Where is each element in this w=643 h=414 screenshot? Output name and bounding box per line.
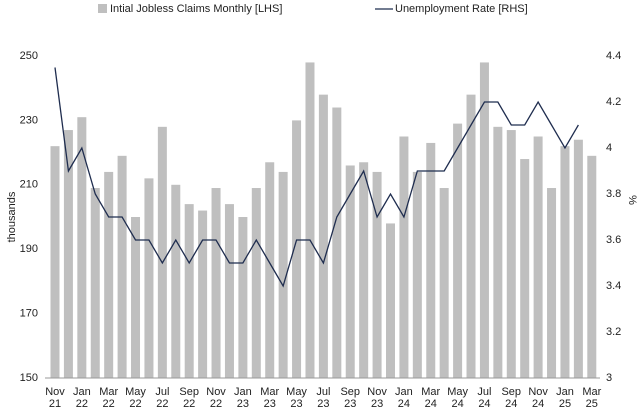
bar bbox=[238, 217, 248, 378]
y2-tick-label: 3.2 bbox=[606, 326, 621, 338]
x-tick-label: Jan 25 bbox=[556, 386, 574, 410]
bar bbox=[278, 171, 288, 378]
bar bbox=[157, 126, 167, 378]
bar bbox=[211, 188, 221, 378]
y2-tick-label: 3.4 bbox=[606, 280, 621, 292]
x-tick-label: Jul 22 bbox=[155, 386, 170, 410]
x-tick-label: Nov 23 bbox=[367, 386, 387, 410]
bar bbox=[479, 62, 489, 378]
y-tick-label: 230 bbox=[20, 114, 38, 126]
x-tick-label: May 23 bbox=[286, 386, 307, 410]
x-tick-label: Sep 23 bbox=[340, 386, 361, 410]
y-tick-label: 210 bbox=[20, 179, 38, 191]
legend-label: Intial Jobless Claims Monthly [LHS] bbox=[110, 3, 282, 15]
bar bbox=[466, 94, 476, 378]
y-tick-label: 150 bbox=[20, 372, 38, 384]
bar bbox=[520, 159, 530, 378]
x-tick-label: Mar 25 bbox=[582, 386, 602, 410]
y2-tick-label: 3 bbox=[606, 372, 612, 384]
bar bbox=[587, 155, 597, 378]
bar bbox=[104, 171, 114, 378]
bar bbox=[251, 188, 261, 378]
y-axis-label: thousands bbox=[6, 191, 18, 242]
bar bbox=[318, 94, 328, 378]
bar bbox=[77, 117, 87, 379]
x-tick-label: Jan 22 bbox=[72, 386, 91, 410]
y2-tick-label: 4.2 bbox=[606, 96, 621, 108]
x-tick-label: May 24 bbox=[447, 386, 468, 410]
bar bbox=[184, 204, 194, 378]
bar bbox=[305, 62, 315, 378]
bar bbox=[50, 146, 60, 378]
x-tick-label: Nov 24 bbox=[528, 386, 548, 410]
bar bbox=[63, 130, 73, 378]
bar bbox=[426, 142, 436, 378]
legend-swatch bbox=[98, 4, 107, 13]
bar bbox=[171, 184, 181, 378]
y2-axis-label: % bbox=[626, 195, 638, 205]
bar bbox=[453, 123, 463, 379]
y2-tick-label: 4 bbox=[606, 142, 612, 154]
bar bbox=[90, 188, 100, 378]
x-tick-label: May 22 bbox=[125, 386, 146, 410]
x-tick-label: Nov 22 bbox=[206, 386, 226, 410]
x-tick-label: Mar 22 bbox=[99, 386, 119, 410]
bar bbox=[359, 162, 369, 378]
bar bbox=[345, 165, 355, 378]
x-tick-label: Nov 21 bbox=[45, 386, 65, 410]
bar bbox=[533, 136, 543, 378]
x-tick-label: Mar 24 bbox=[421, 386, 441, 410]
y2-tick-label: 4.4 bbox=[606, 50, 621, 62]
bar bbox=[573, 139, 583, 378]
y-tick-label: 170 bbox=[20, 308, 38, 320]
x-tick-label: Sep 22 bbox=[179, 386, 199, 410]
y2-tick-label: 3.8 bbox=[606, 188, 621, 200]
bar bbox=[224, 204, 234, 378]
bar bbox=[547, 188, 557, 378]
bar bbox=[292, 120, 302, 379]
y-tick-label: 190 bbox=[20, 243, 38, 255]
x-tick-label: Jul 24 bbox=[477, 386, 492, 410]
line bbox=[54, 67, 579, 288]
bar bbox=[386, 223, 395, 378]
bar bbox=[372, 171, 382, 378]
bar bbox=[493, 126, 503, 378]
bar bbox=[412, 171, 422, 378]
bar bbox=[560, 146, 570, 378]
bar bbox=[144, 178, 154, 378]
x-tick-label: Jan 24 bbox=[395, 386, 413, 410]
x-tick-label: Jan 23 bbox=[234, 386, 252, 410]
x-tick-label: Jul 23 bbox=[316, 386, 331, 410]
bar bbox=[265, 162, 275, 378]
bar bbox=[399, 136, 409, 378]
bar bbox=[117, 155, 127, 378]
legend-label: Unemployment Rate [RHS] bbox=[395, 3, 528, 15]
bar bbox=[131, 217, 141, 378]
y-tick-label: 250 bbox=[20, 50, 38, 62]
x-tick-label: Mar 23 bbox=[260, 386, 280, 410]
bar bbox=[506, 130, 516, 378]
bar bbox=[198, 210, 208, 378]
x-tick-label: Sep 24 bbox=[501, 386, 522, 410]
bar bbox=[439, 188, 449, 378]
bar bbox=[332, 107, 342, 379]
y2-tick-label: 3.6 bbox=[606, 234, 621, 246]
